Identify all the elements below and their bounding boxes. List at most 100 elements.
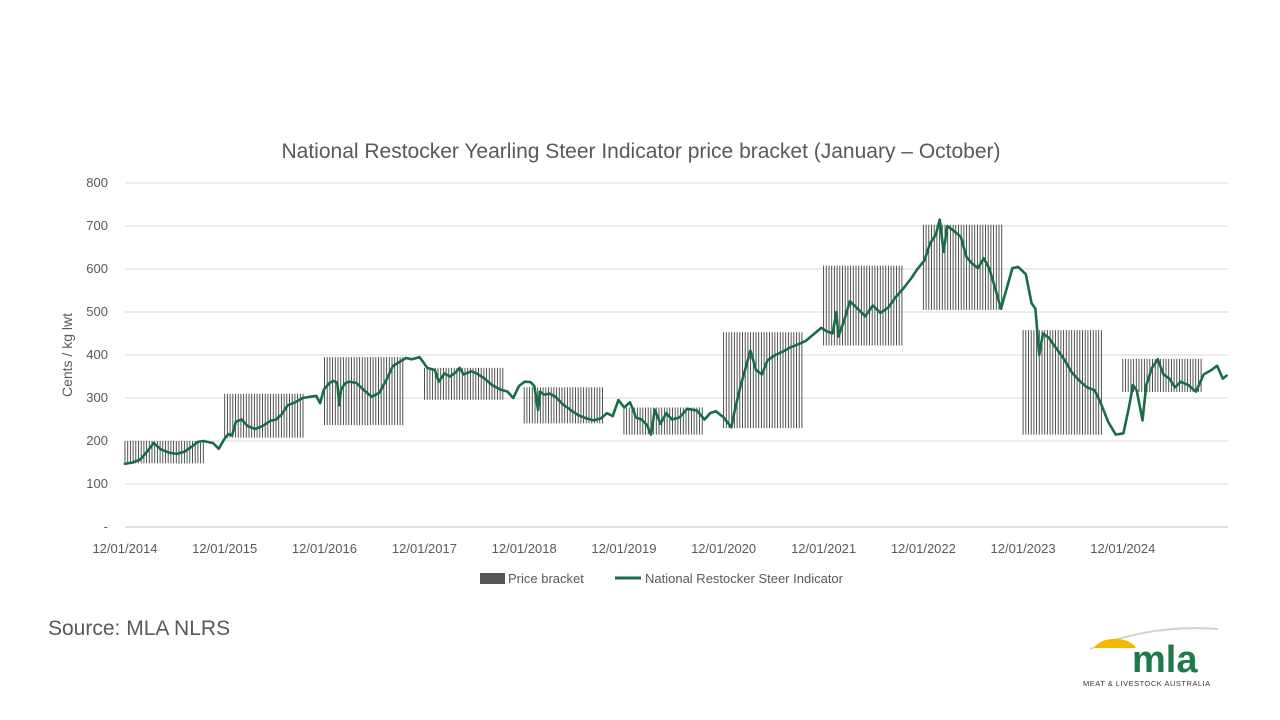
price-bracket-2015	[224, 393, 304, 438]
indicator-point	[1216, 365, 1218, 367]
indicator-point	[872, 304, 874, 307]
indicator-point	[329, 382, 331, 384]
indicator-point	[1034, 308, 1036, 310]
indicator-point	[449, 375, 451, 378]
indicator-point	[235, 421, 237, 423]
y-axis-ticks: - 100 200 300 400 500 600 700 800	[86, 175, 108, 534]
indicator-point	[323, 388, 325, 390]
indicator-point	[227, 433, 229, 435]
mla-logo: mla	[1089, 627, 1219, 681]
indicator-point	[241, 418, 243, 421]
indicator-point	[262, 425, 264, 427]
x-tick-label: 12/01/2020	[691, 541, 756, 556]
indicator-point	[837, 335, 840, 338]
indicator-point	[1099, 401, 1101, 403]
price-bracket-2020	[723, 332, 803, 429]
indicator-point	[612, 415, 614, 417]
indicator-point	[1157, 358, 1159, 360]
x-tick-label: 12/01/2019	[591, 541, 656, 556]
indicator-point	[1162, 373, 1165, 375]
x-tick-label: 12/01/2021	[791, 541, 856, 556]
x-tick-label: 12/01/2023	[991, 541, 1056, 556]
indicator-point	[549, 393, 551, 395]
indicator-point	[994, 287, 996, 289]
indicator-line	[123, 218, 1228, 466]
indicator-point	[340, 388, 342, 390]
indicator-point	[1107, 421, 1109, 423]
indicator-point	[1195, 391, 1197, 393]
indicator-point	[254, 428, 256, 430]
price-bracket-hatch	[523, 387, 603, 424]
indicator-point	[988, 268, 991, 270]
y-tick-label: 200	[86, 433, 108, 448]
indicator-point	[635, 416, 637, 418]
indicator-point	[686, 408, 688, 410]
indicator-point	[923, 259, 926, 261]
y-axis-label: Cents / kg lwt	[59, 313, 75, 397]
x-tick-label: 12/01/2015	[192, 541, 257, 556]
indicator-point	[537, 409, 539, 411]
indicator-point	[659, 423, 662, 425]
x-tick-label: 12/01/2018	[492, 541, 557, 556]
indicator-point	[755, 369, 757, 371]
indicator-point	[734, 408, 736, 410]
indicator-point	[943, 251, 945, 253]
indicator-point	[797, 343, 799, 345]
indicator-point	[529, 381, 532, 383]
indicator-point	[434, 369, 436, 371]
indicator-point	[1203, 373, 1205, 375]
indicator-point	[1063, 358, 1065, 360]
indicator-point	[709, 412, 711, 414]
indicator-point	[1006, 287, 1008, 289]
indicator-point	[1017, 266, 1019, 268]
indicator-point	[168, 452, 170, 454]
indicator-point	[902, 287, 905, 289]
indicator-point	[1187, 384, 1189, 386]
x-axis-ticks: 12/01/2014 12/01/2015 12/01/2016 12/01/2017…	[92, 541, 1155, 556]
indicator-point	[512, 397, 514, 399]
source-note: Source: MLA NLRS	[48, 617, 231, 640]
indicator-point	[223, 438, 226, 440]
legend: Price bracket National Restocker Steer I…	[480, 571, 844, 586]
legend-bracket-label: Price bracket	[508, 571, 584, 586]
indicator-point	[176, 453, 178, 455]
y-tick-label: 600	[86, 261, 108, 276]
indicator-point	[336, 382, 338, 384]
indicator-point	[309, 396, 312, 398]
price-bracket-hatch	[1022, 330, 1102, 435]
price-bracket-hatch	[823, 265, 903, 346]
price-bracket-hatch	[424, 367, 504, 400]
indicator-point	[570, 409, 572, 411]
indicator-point	[418, 356, 421, 358]
indicator-point	[1011, 267, 1014, 269]
indicator-point	[774, 354, 776, 356]
indicator-point	[246, 425, 248, 427]
indicator-point	[1055, 347, 1057, 350]
indicator-point	[916, 269, 918, 271]
indicator-point	[443, 372, 445, 375]
price-bracket-2017	[424, 367, 504, 400]
indicator-point	[585, 417, 587, 419]
indicator-point	[275, 418, 277, 421]
price-brackets	[124, 224, 1202, 464]
indicator-point	[470, 370, 472, 372]
indicator-point	[1042, 332, 1044, 335]
indicator-point	[269, 420, 271, 422]
indicator-point	[617, 399, 620, 401]
logo-subtitle: MEAT & LIVESTOCK AUSTRALIA	[1083, 679, 1211, 688]
indicator-point	[332, 380, 335, 382]
indicator-point	[812, 333, 815, 335]
price-bracket-hatch	[224, 393, 304, 438]
indicator-point	[746, 363, 748, 366]
indicator-point	[983, 257, 985, 259]
indicator-point	[965, 256, 968, 258]
x-tick-label: 12/01/2014	[92, 541, 157, 556]
indicator-point	[790, 346, 792, 348]
indicator-point	[392, 365, 394, 367]
indicator-point	[1226, 375, 1228, 377]
indicator-point	[386, 378, 388, 380]
indicator-point	[231, 434, 233, 436]
indicator-point	[1174, 386, 1176, 388]
price-bracket-2023	[1022, 330, 1102, 435]
y-tick-label: 500	[86, 304, 108, 319]
